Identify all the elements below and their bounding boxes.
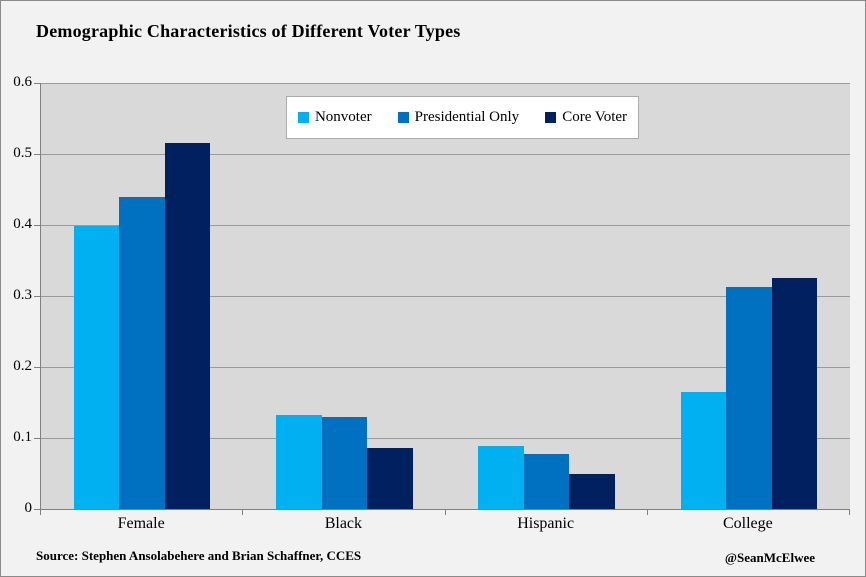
bar-core-voter-black (367, 447, 413, 509)
x-axis-label-college: College (722, 515, 773, 532)
legend: Nonvoter Presidential Only Core Voter (286, 96, 639, 139)
gridline (41, 83, 850, 84)
y-axis-label: 0.1 (13, 429, 32, 445)
gridline (41, 296, 850, 297)
y-axis-tick (34, 438, 40, 439)
bar-presidential-only-black (321, 416, 368, 509)
page-title: Demographic Characteristics of Different… (36, 21, 461, 41)
y-axis-label: 0.5 (13, 145, 32, 161)
gridline (41, 367, 850, 368)
y-axis-label: 0.3 (13, 287, 32, 303)
gridline (41, 154, 850, 155)
x-axis-tick (444, 510, 446, 515)
source-note: Source: Stephen Ansolabehere and Brian S… (36, 548, 362, 563)
legend-swatch-nonvoter (297, 112, 309, 123)
bar-presidential-only-college (726, 286, 772, 509)
bar-core-voter-college (771, 277, 818, 509)
bar-presidential-only-female (119, 197, 165, 509)
legend-item-nonvoter: Nonvoter (297, 109, 372, 126)
bar-nonvoter-female (73, 226, 120, 509)
y-axis-tick (34, 509, 40, 510)
legend-swatch-core-voter (545, 112, 557, 123)
plot-area (40, 83, 850, 510)
y-axis-tick (34, 83, 40, 84)
x-axis-tick (40, 510, 41, 515)
x-axis-label-female: Female (117, 515, 165, 532)
y-axis-label: 0.6 (13, 74, 32, 90)
bar-presidential-only-hispanic (523, 453, 570, 509)
legend-item-presidential-only: Presidential Only (397, 109, 520, 126)
bar-nonvoter-hispanic (478, 445, 524, 509)
y-axis-tick (34, 225, 40, 226)
legend-label-nonvoter: Nonvoter (314, 109, 372, 125)
legend-item-core-voter: Core Voter (545, 109, 627, 126)
gridline (41, 438, 850, 439)
bar-nonvoter-college (680, 391, 727, 509)
x-axis-tick (646, 510, 648, 515)
x-axis-tick (849, 510, 850, 515)
x-axis-label-hispanic: Hispanic (517, 515, 575, 532)
bar-nonvoter-black (276, 414, 322, 509)
credit-handle: @SeanMcElwee (724, 550, 815, 565)
y-axis-tick (34, 296, 40, 297)
bar-core-voter-female (164, 143, 211, 509)
legend-label-presidential-only: Presidential Only (414, 109, 520, 125)
gridline (41, 225, 850, 226)
x-axis-label-black: Black (324, 515, 363, 532)
y-axis-tick (34, 367, 40, 368)
y-axis-label: 0.2 (13, 358, 32, 374)
y-axis-label: 0.4 (13, 216, 32, 232)
legend-swatch-presidential-only (397, 112, 409, 123)
x-axis-tick (242, 510, 244, 515)
legend-label-core-voter: Core Voter (562, 109, 628, 125)
y-axis-tick (34, 154, 40, 155)
y-axis-label: 0 (24, 500, 33, 516)
bar-core-voter-hispanic (569, 473, 615, 509)
